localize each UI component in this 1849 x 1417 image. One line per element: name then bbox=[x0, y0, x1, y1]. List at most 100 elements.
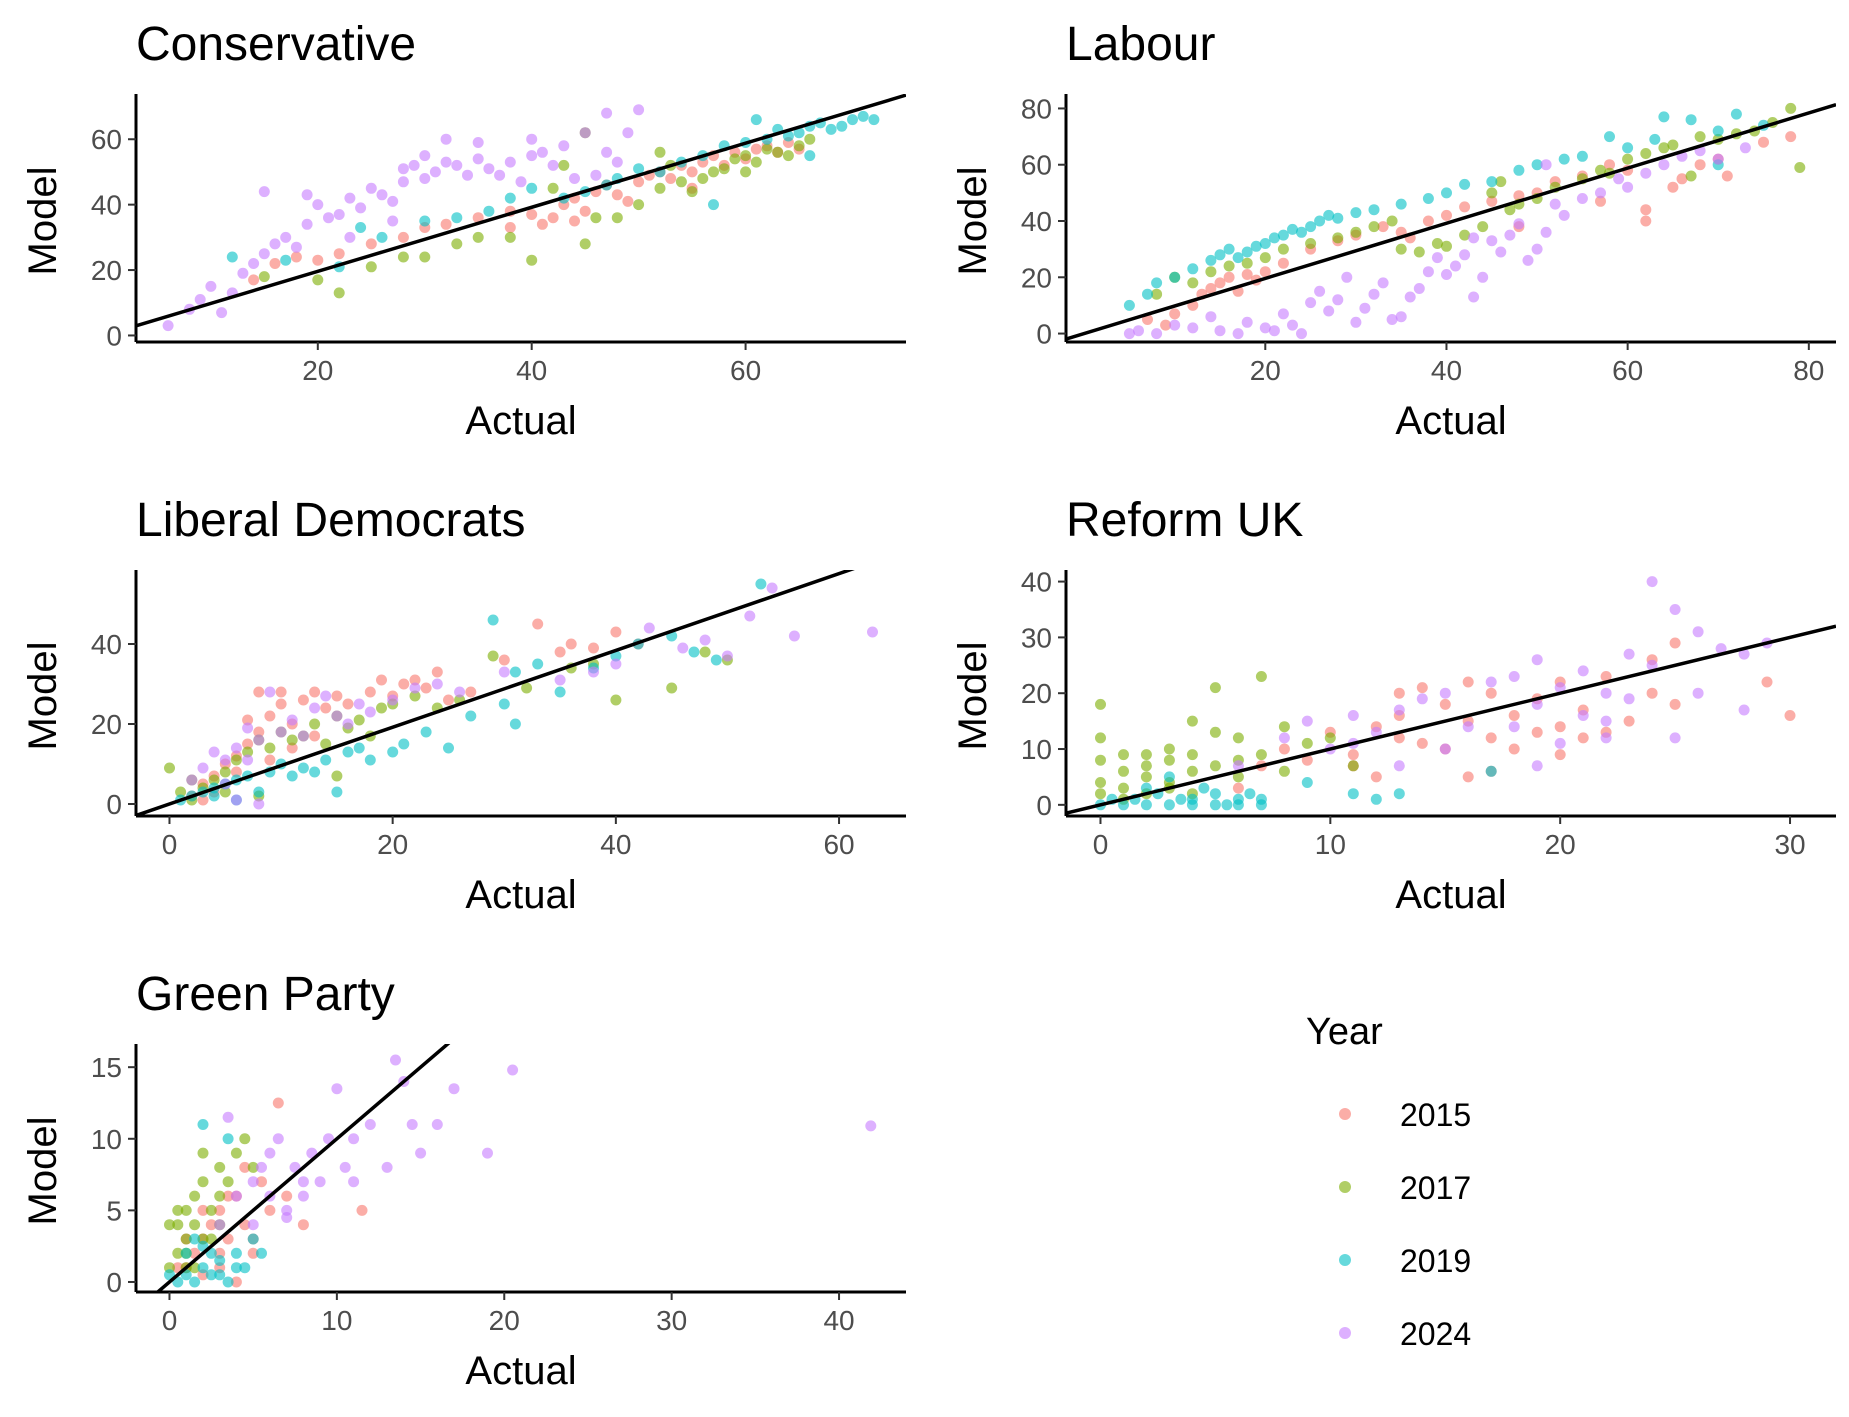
data-point-2015 bbox=[1462, 771, 1474, 783]
data-point-2019 bbox=[1221, 799, 1233, 811]
data-point-2024 bbox=[1646, 659, 1658, 671]
data-point-2024 bbox=[205, 280, 217, 292]
data-point-2015 bbox=[440, 218, 452, 230]
y-axis-title: Model bbox=[21, 167, 65, 276]
data-point-2024 bbox=[214, 1219, 226, 1231]
data-point-2024 bbox=[1287, 319, 1298, 331]
data-point-2017 bbox=[611, 212, 623, 224]
data-point-2017 bbox=[1187, 277, 1199, 289]
x-tick-label: 30 bbox=[656, 1305, 687, 1336]
data-point-2019 bbox=[465, 710, 477, 722]
data-point-2017 bbox=[1477, 221, 1489, 233]
data-point-2017 bbox=[320, 738, 332, 750]
data-point-2017 bbox=[1209, 726, 1221, 738]
data-point-2015 bbox=[1508, 710, 1520, 721]
data-point-2024 bbox=[1712, 153, 1724, 165]
data-point-2017 bbox=[1209, 682, 1221, 694]
y-tick-label: 80 bbox=[1021, 93, 1052, 124]
data-point-2024 bbox=[526, 150, 538, 162]
panel-title: Reform UK bbox=[1066, 494, 1303, 547]
data-point-2017 bbox=[1368, 221, 1380, 233]
data-point-2024 bbox=[1393, 760, 1405, 772]
data-point-2017 bbox=[1332, 232, 1344, 244]
data-point-2015 bbox=[665, 173, 677, 184]
data-point-2024 bbox=[536, 146, 548, 158]
data-point-2017 bbox=[219, 786, 231, 798]
panel-title: Labour bbox=[1066, 18, 1215, 71]
data-point-2024 bbox=[1549, 198, 1561, 210]
data-point-2017 bbox=[219, 766, 231, 778]
data-point-2019 bbox=[1259, 238, 1271, 249]
data-point-2024 bbox=[454, 686, 466, 698]
data-point-2017 bbox=[419, 251, 431, 263]
data-point-2019 bbox=[847, 114, 858, 126]
data-point-2015 bbox=[1486, 195, 1498, 207]
y-tick-label: 20 bbox=[1021, 678, 1052, 709]
data-point-2024 bbox=[1151, 328, 1163, 340]
data-point-2015 bbox=[1160, 319, 1172, 331]
data-point-2019 bbox=[487, 614, 499, 626]
data-point-2017 bbox=[1694, 131, 1706, 143]
data-point-2019 bbox=[214, 1255, 226, 1266]
data-point-2019 bbox=[1198, 782, 1210, 794]
data-point-2024 bbox=[1495, 246, 1507, 258]
data-point-2024 bbox=[1640, 167, 1652, 179]
data-point-2017 bbox=[547, 182, 559, 194]
data-point-2024 bbox=[387, 694, 399, 706]
data-point-2015 bbox=[1277, 257, 1289, 269]
y-tick-label: 40 bbox=[91, 629, 122, 660]
data-point-2015 bbox=[1640, 204, 1652, 216]
data-point-2024 bbox=[309, 702, 321, 714]
data-point-2024 bbox=[1187, 322, 1199, 334]
data-point-2017 bbox=[333, 287, 345, 299]
data-point-2024 bbox=[333, 209, 345, 220]
data-point-2017 bbox=[247, 1161, 259, 1173]
data-point-2024 bbox=[451, 159, 463, 171]
data-point-2019 bbox=[398, 738, 410, 750]
panel-reform-uk: Reform UK 0 10 20 30 0 10 20 30 40 Actual Model bbox=[951, 494, 1836, 917]
data-point-2024 bbox=[331, 1083, 343, 1095]
data-point-2024 bbox=[1613, 173, 1625, 185]
data-point-2015 bbox=[264, 754, 276, 766]
data-point-2017 bbox=[1595, 164, 1606, 176]
data-point-2017 bbox=[1386, 215, 1398, 227]
data-point-2024 bbox=[297, 1176, 309, 1188]
data-point-2024 bbox=[242, 722, 254, 734]
data-point-2019 bbox=[1209, 788, 1221, 800]
data-point-2015 bbox=[547, 212, 559, 224]
y-tick-label: 10 bbox=[91, 1124, 122, 1155]
data-point-2017 bbox=[1140, 749, 1152, 761]
data-point-2015 bbox=[331, 690, 343, 702]
data-point-2024 bbox=[1531, 698, 1543, 710]
data-point-2017 bbox=[230, 1147, 242, 1159]
data-point-2019 bbox=[286, 770, 298, 782]
data-point-2024 bbox=[197, 762, 209, 774]
data-point-2024 bbox=[462, 169, 473, 181]
data-point-2017 bbox=[526, 254, 538, 266]
data-point-2024 bbox=[248, 258, 260, 269]
data-point-2024 bbox=[1370, 726, 1382, 738]
data-point-2017 bbox=[729, 153, 741, 165]
data-point-2019 bbox=[1305, 221, 1317, 233]
x-tick-label: 10 bbox=[321, 1305, 352, 1336]
data-point-2024 bbox=[387, 215, 399, 227]
data-point-2024 bbox=[1646, 576, 1658, 588]
data-point-2024 bbox=[1305, 297, 1317, 309]
data-point-2015 bbox=[1623, 715, 1635, 727]
data-point-2024 bbox=[1600, 732, 1612, 744]
data-point-2017 bbox=[1301, 737, 1313, 749]
data-point-2017 bbox=[590, 212, 602, 224]
data-point-2024 bbox=[1508, 721, 1520, 733]
data-point-2019 bbox=[189, 1233, 201, 1245]
data-point-2015 bbox=[1301, 754, 1313, 766]
data-point-2019 bbox=[309, 766, 321, 778]
x-tick-label: 40 bbox=[516, 355, 547, 386]
data-point-2015 bbox=[1513, 190, 1525, 202]
data-point-2017 bbox=[1259, 252, 1271, 264]
data-point-2024 bbox=[230, 794, 242, 806]
data-point-2024 bbox=[272, 1133, 284, 1145]
data-point-2024 bbox=[483, 163, 495, 175]
data-point-2024 bbox=[1341, 271, 1353, 283]
data-point-2024 bbox=[526, 133, 538, 145]
data-point-2015 bbox=[230, 1276, 242, 1288]
